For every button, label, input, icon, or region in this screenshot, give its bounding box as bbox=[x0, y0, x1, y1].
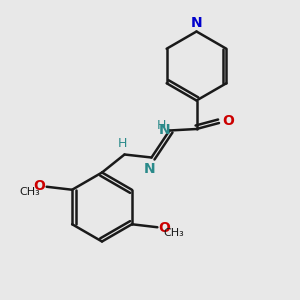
Text: H: H bbox=[117, 137, 127, 150]
Text: O: O bbox=[34, 179, 45, 193]
Text: N: N bbox=[191, 16, 202, 30]
Text: O: O bbox=[159, 221, 170, 235]
Text: H: H bbox=[156, 118, 166, 132]
Text: N: N bbox=[144, 162, 156, 176]
Text: O: O bbox=[223, 115, 235, 128]
Text: CH₃: CH₃ bbox=[20, 187, 40, 197]
Text: CH₃: CH₃ bbox=[164, 228, 184, 238]
Text: N: N bbox=[158, 123, 170, 137]
